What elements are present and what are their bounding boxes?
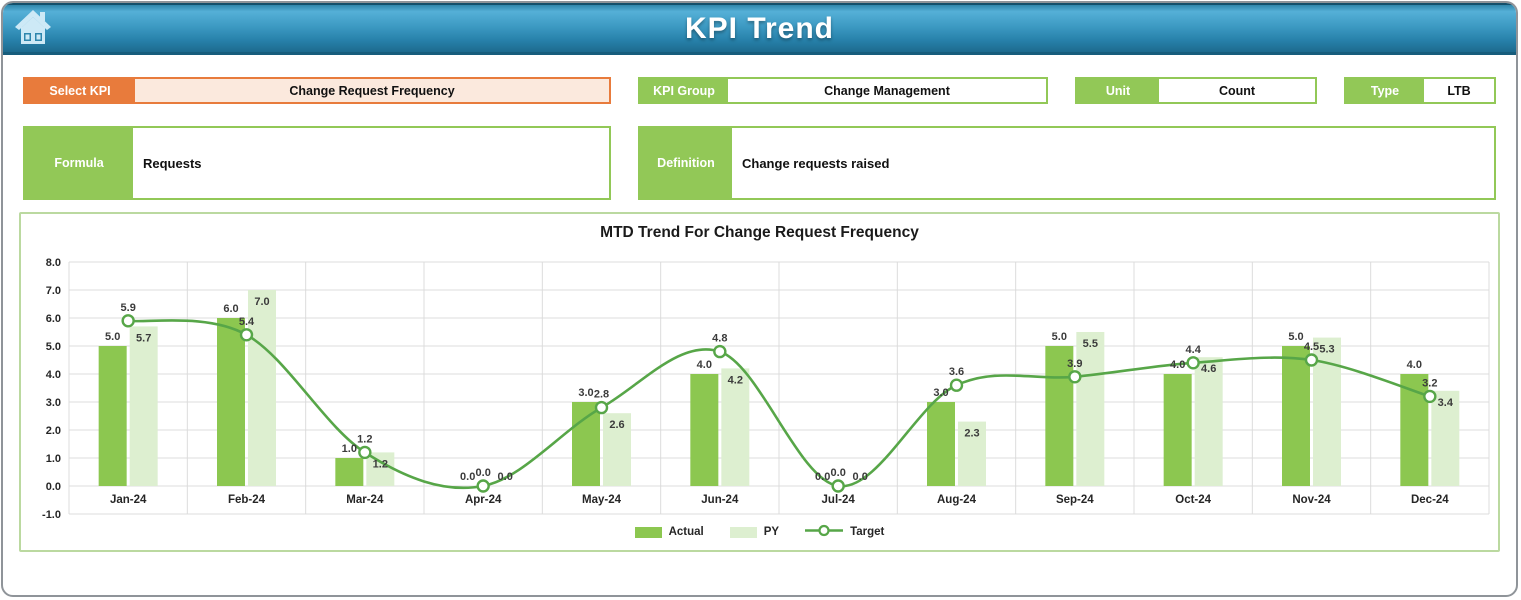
type-value: LTB xyxy=(1424,79,1494,102)
legend-item-py: PY xyxy=(729,526,780,538)
svg-text:5.4: 5.4 xyxy=(239,316,255,328)
svg-text:0.0: 0.0 xyxy=(460,471,475,483)
unit-value: Count xyxy=(1159,79,1315,102)
legend-item-target: Target xyxy=(805,524,884,540)
svg-text:3.0: 3.0 xyxy=(578,387,593,399)
svg-text:Jan-24: Jan-24 xyxy=(110,494,147,506)
unit-label: Unit xyxy=(1077,79,1159,102)
svg-text:4.0: 4.0 xyxy=(697,359,712,371)
svg-text:Aug-24: Aug-24 xyxy=(937,494,977,506)
select-kpi-label: Select KPI xyxy=(25,79,135,102)
svg-text:0.0: 0.0 xyxy=(498,471,513,483)
svg-text:Feb-24: Feb-24 xyxy=(228,494,266,506)
svg-text:5.0: 5.0 xyxy=(1052,331,1067,343)
kpi-trend-chart: 8.0 7.0 6.0 5.0 4.0 3.0 2.0 1.0 0.0 -1.0 5.0 5.7 5.9… xyxy=(42,257,1490,520)
svg-text:4.6: 4.6 xyxy=(1201,363,1216,375)
kpi-group-field: KPI Group Change Management xyxy=(638,77,1048,104)
svg-text:8.0: 8.0 xyxy=(46,257,61,269)
select-kpi-dropdown[interactable]: Change Request Frequency xyxy=(135,79,609,102)
type-label: Type xyxy=(1346,79,1424,102)
target-line-marker-icon xyxy=(805,524,844,540)
svg-text:0.0: 0.0 xyxy=(815,471,830,483)
svg-text:7.0: 7.0 xyxy=(46,285,61,297)
svg-text:Jun-24: Jun-24 xyxy=(701,494,739,506)
svg-text:0.0: 0.0 xyxy=(476,467,491,479)
svg-text:5.0: 5.0 xyxy=(1288,331,1303,343)
legend-label-target: Target xyxy=(850,526,885,538)
main-content: Select KPI Change Request Frequency KPI … xyxy=(3,55,1516,552)
svg-text:1.0: 1.0 xyxy=(342,443,357,455)
formula-label: Formula xyxy=(25,128,133,198)
svg-text:Sep-24: Sep-24 xyxy=(1056,494,1094,506)
svg-text:3.0: 3.0 xyxy=(933,387,948,399)
svg-text:Oct-24: Oct-24 xyxy=(1175,494,1211,506)
svg-text:5.0: 5.0 xyxy=(105,331,120,343)
svg-text:4.5: 4.5 xyxy=(1304,341,1319,353)
svg-text:5.5: 5.5 xyxy=(1083,338,1098,350)
svg-text:4.4: 4.4 xyxy=(1186,344,1202,356)
svg-text:5.3: 5.3 xyxy=(1319,344,1334,356)
svg-text:2.0: 2.0 xyxy=(46,425,61,437)
svg-text:3.6: 3.6 xyxy=(949,366,964,378)
svg-text:5.0: 5.0 xyxy=(46,341,61,353)
svg-text:0.0: 0.0 xyxy=(831,467,846,479)
kpi-group-value: Change Management xyxy=(728,79,1046,102)
formula-value: Requests xyxy=(133,128,609,198)
definition-field: Definition Change requests raised xyxy=(638,126,1496,200)
svg-text:7.0: 7.0 xyxy=(254,296,269,308)
definition-value: Change requests raised xyxy=(732,128,1494,198)
svg-text:3.2: 3.2 xyxy=(1422,377,1437,389)
svg-text:1.0: 1.0 xyxy=(46,453,61,465)
svg-text:Dec-24: Dec-24 xyxy=(1411,494,1449,506)
legend-label-py: PY xyxy=(763,526,780,538)
chart-panel: MTD Trend For Change Request Frequency 8… xyxy=(19,212,1500,552)
page-title: KPI Trend xyxy=(684,11,835,45)
svg-text:5.7: 5.7 xyxy=(136,332,151,344)
svg-text:4.0: 4.0 xyxy=(1407,359,1422,371)
kpi-selector-row: Select KPI Change Request Frequency KPI … xyxy=(23,77,1496,104)
kpi-detail-row: Formula Requests Definition Change reque… xyxy=(23,126,1496,200)
svg-text:4.0: 4.0 xyxy=(1170,359,1185,371)
kpi-group-label: KPI Group xyxy=(640,79,728,102)
definition-label: Definition xyxy=(640,128,732,198)
home-button[interactable] xyxy=(11,8,55,52)
svg-text:1.2: 1.2 xyxy=(373,458,388,470)
svg-text:6.0: 6.0 xyxy=(223,303,238,315)
legend-label-actual: Actual xyxy=(668,526,704,538)
formula-field: Formula Requests xyxy=(23,126,611,200)
svg-text:4.2: 4.2 xyxy=(728,374,743,386)
svg-text:May-24: May-24 xyxy=(582,494,622,506)
legend-item-actual: Actual xyxy=(634,526,704,538)
svg-text:2.6: 2.6 xyxy=(609,419,624,431)
svg-text:6.0: 6.0 xyxy=(46,313,61,325)
type-field: Type LTB xyxy=(1344,77,1496,104)
unit-field: Unit Count xyxy=(1075,77,1317,104)
svg-text:2.8: 2.8 xyxy=(594,389,609,401)
svg-text:1.2: 1.2 xyxy=(357,433,372,445)
svg-text:4.0: 4.0 xyxy=(46,369,61,381)
svg-text:Apr-24: Apr-24 xyxy=(465,494,502,506)
svg-text:2.3: 2.3 xyxy=(964,428,979,440)
svg-text:3.9: 3.9 xyxy=(1067,358,1082,370)
chart-title: MTD Trend For Change Request Frequency xyxy=(600,224,919,241)
svg-text:3.4: 3.4 xyxy=(1438,397,1454,409)
home-icon xyxy=(13,8,53,53)
svg-text:0.0: 0.0 xyxy=(853,471,868,483)
svg-text:Mar-24: Mar-24 xyxy=(346,494,384,506)
svg-text:Nov-24: Nov-24 xyxy=(1292,494,1331,506)
select-kpi-field: Select KPI Change Request Frequency xyxy=(23,77,611,104)
svg-text:3.0: 3.0 xyxy=(46,397,61,409)
header: KPI Trend xyxy=(3,3,1516,55)
svg-text:-1.0: -1.0 xyxy=(42,509,61,520)
svg-text:5.9: 5.9 xyxy=(121,302,136,314)
svg-text:4.8: 4.8 xyxy=(712,333,727,345)
svg-text:0.0: 0.0 xyxy=(46,481,61,493)
py-swatch-icon xyxy=(729,526,757,538)
chart-legend: Actual PY Target xyxy=(23,524,1496,544)
svg-text:Jul-24: Jul-24 xyxy=(822,494,856,506)
actual-swatch-icon xyxy=(634,526,662,538)
